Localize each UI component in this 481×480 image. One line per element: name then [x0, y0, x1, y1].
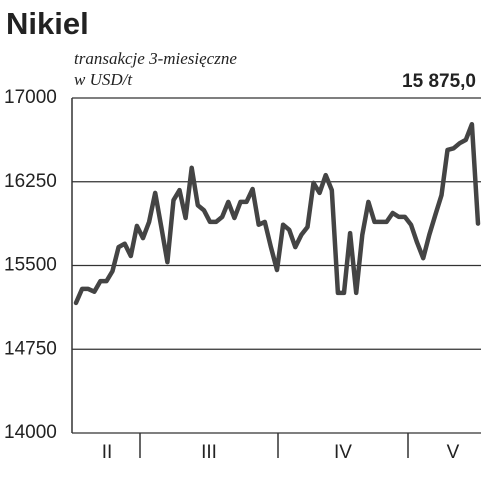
line: [73, 121, 481, 306]
y-tick-label: 14000: [4, 422, 57, 443]
y-tick-label: 15500: [4, 255, 57, 276]
last-value: 15 875,0: [402, 71, 476, 92]
x-tick-label: IV: [334, 442, 352, 463]
x-tick-label: II: [102, 442, 113, 463]
y-tick-label: 17000: [4, 87, 57, 108]
y-tick-label: 16250: [4, 171, 57, 192]
x-tick-label: III: [201, 442, 217, 463]
x-tick-label: V: [447, 442, 460, 463]
subtitle: transakcje 3-miesięczne: [74, 49, 237, 68]
chart-title: Nikiel: [6, 6, 89, 41]
subtitle: w USD/t: [74, 70, 133, 89]
y-tick-label: 14750: [4, 338, 57, 359]
